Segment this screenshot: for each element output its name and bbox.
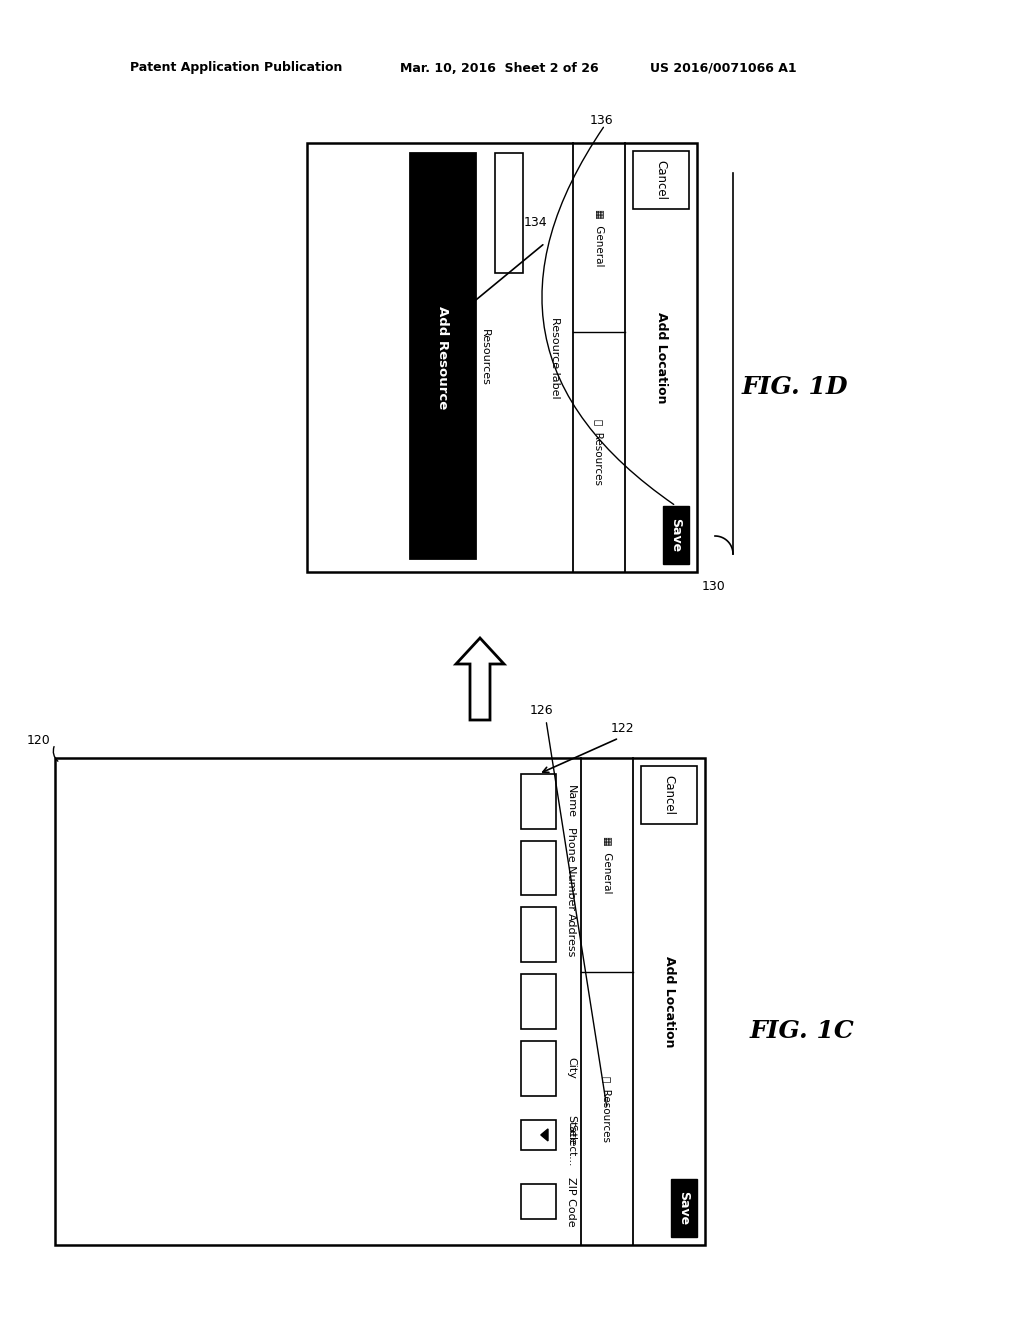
Text: 122: 122 bbox=[611, 722, 635, 734]
Text: State: State bbox=[566, 1115, 575, 1144]
Text: ▦  General: ▦ General bbox=[594, 209, 604, 267]
Text: ZIP Code: ZIP Code bbox=[566, 1177, 575, 1226]
Text: Resources: Resources bbox=[480, 329, 490, 385]
Text: Add Location: Add Location bbox=[654, 312, 668, 403]
Text: 130: 130 bbox=[702, 579, 726, 593]
Bar bbox=[633, 150, 689, 209]
Polygon shape bbox=[541, 1129, 548, 1140]
Text: 136: 136 bbox=[590, 115, 613, 128]
Text: Save: Save bbox=[670, 517, 683, 552]
Text: Name: Name bbox=[566, 785, 575, 818]
Text: ⬜  Resources: ⬜ Resources bbox=[594, 418, 604, 484]
Bar bbox=[521, 974, 556, 1028]
Bar bbox=[495, 153, 523, 273]
Bar bbox=[641, 766, 697, 824]
Bar bbox=[521, 1041, 556, 1096]
Text: US 2016/0071066 A1: US 2016/0071066 A1 bbox=[650, 62, 797, 74]
Text: Cancel: Cancel bbox=[654, 160, 668, 201]
Bar bbox=[521, 1184, 556, 1220]
Text: FIG. 1C: FIG. 1C bbox=[750, 1019, 855, 1044]
Bar bbox=[521, 841, 556, 895]
Text: Mar. 10, 2016  Sheet 2 of 26: Mar. 10, 2016 Sheet 2 of 26 bbox=[400, 62, 599, 74]
Text: Phone Number: Phone Number bbox=[566, 826, 575, 909]
Text: 126: 126 bbox=[529, 704, 553, 717]
Text: Select...: Select... bbox=[566, 1123, 575, 1166]
Text: 120: 120 bbox=[27, 734, 50, 747]
Bar bbox=[521, 774, 556, 829]
Text: ▦  General: ▦ General bbox=[602, 837, 612, 894]
Text: Add Resource: Add Resource bbox=[436, 306, 449, 409]
Bar bbox=[307, 143, 697, 572]
Bar bbox=[521, 907, 556, 962]
Text: 134: 134 bbox=[523, 216, 547, 230]
Text: Cancel: Cancel bbox=[663, 775, 676, 814]
Text: FIG. 1D: FIG. 1D bbox=[742, 375, 849, 400]
Text: Add Location: Add Location bbox=[663, 956, 676, 1047]
Bar bbox=[521, 1119, 556, 1150]
Text: Resource label: Resource label bbox=[550, 317, 560, 399]
Polygon shape bbox=[456, 638, 504, 719]
Bar bbox=[410, 153, 475, 558]
Text: City: City bbox=[566, 1057, 575, 1080]
Text: Address: Address bbox=[566, 912, 575, 957]
Text: ⬜  Resources: ⬜ Resources bbox=[602, 1076, 612, 1142]
Text: Save: Save bbox=[678, 1191, 690, 1225]
Bar bbox=[671, 1179, 697, 1237]
Bar bbox=[55, 758, 705, 1245]
Bar bbox=[663, 506, 689, 564]
Text: Patent Application Publication: Patent Application Publication bbox=[130, 62, 342, 74]
